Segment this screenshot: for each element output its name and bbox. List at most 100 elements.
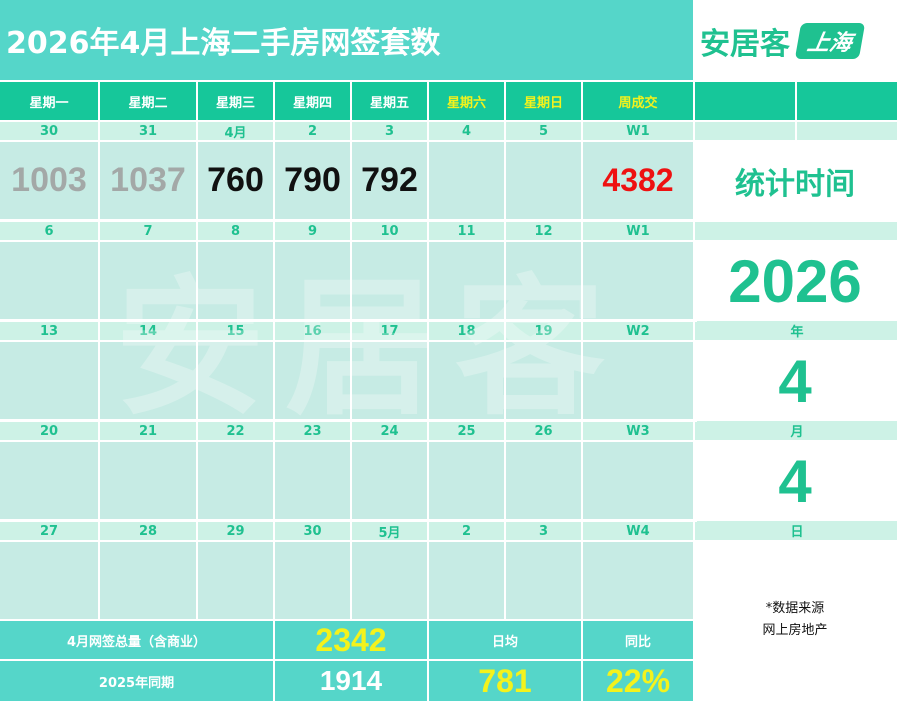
date-label: 14 (100, 322, 196, 340)
data-source-note: *数据来源 网上房地产 (700, 596, 890, 644)
date-label: 30 (275, 522, 350, 540)
day-cell: 1003 (0, 142, 98, 219)
right-date-strip (695, 222, 897, 240)
stats-year: 2026 (728, 247, 862, 315)
day-cell: 1037 (100, 142, 196, 219)
date-label: 3 (506, 522, 581, 540)
date-label: 15 (198, 322, 273, 340)
date-label: 6 (0, 222, 98, 240)
day-cell (429, 142, 504, 219)
day-cell (0, 342, 98, 419)
day-cell (100, 442, 196, 519)
date-label: 10 (352, 222, 427, 240)
day-cell (198, 242, 273, 319)
day-cell (100, 542, 196, 619)
logo-wordmark: 安居客 (700, 27, 790, 62)
week-total-cell (583, 542, 693, 619)
day-cell: 760 (198, 142, 273, 219)
week-label: W4 (583, 522, 693, 540)
date-label: 4 (429, 122, 504, 140)
daily-average-label: 日均 (429, 621, 581, 659)
date-label: 25 (429, 422, 504, 440)
week-total-header: 周成交 (583, 82, 693, 120)
stats-day-label: 日 (697, 521, 897, 540)
daily-signing-count: 760 (207, 161, 264, 199)
stats-day: 4 (778, 447, 812, 515)
source-line-1: *数据来源 (765, 601, 825, 616)
date-label: 26 (506, 422, 581, 440)
date-label: 7 (100, 222, 196, 240)
header-blank-2 (797, 82, 897, 120)
week-total-cell (583, 242, 693, 319)
date-label: 31 (100, 122, 196, 140)
day-cell (100, 242, 196, 319)
last-year-value: 1914 (275, 661, 427, 701)
day-cell (506, 542, 581, 619)
date-label: 9 (275, 222, 350, 240)
day-cell (0, 242, 98, 319)
weekday-header-6: 星期六 (429, 82, 504, 120)
date-label: 21 (100, 422, 196, 440)
week-total-cell (583, 442, 693, 519)
weekday-header-5: 星期五 (352, 82, 427, 120)
day-cell (429, 442, 504, 519)
monthly-total-label: 4月网签总量（含商业） (0, 621, 273, 659)
right-date-strip (695, 122, 795, 140)
date-label: 11 (429, 222, 504, 240)
date-label: 16 (275, 322, 350, 340)
day-cell (429, 342, 504, 419)
day-cell (352, 342, 427, 419)
day-cell (198, 342, 273, 419)
monthly-total-value: 2342 (275, 621, 427, 659)
week-total-cell (583, 342, 693, 419)
day-cell (0, 542, 98, 619)
week-label: W3 (583, 422, 693, 440)
day-cell (506, 442, 581, 519)
date-label: 27 (0, 522, 98, 540)
title-bar: 2026年4月上海二手房网签套数 (0, 0, 693, 80)
day-cell (429, 242, 504, 319)
day-cell (275, 442, 350, 519)
date-label: 19 (506, 322, 581, 340)
date-label: 20 (0, 422, 98, 440)
date-label: 17 (352, 322, 427, 340)
daily-signing-count: 1037 (110, 161, 186, 199)
date-label: 8 (198, 222, 273, 240)
date-label: 2 (429, 522, 504, 540)
date-label: 2 (275, 122, 350, 140)
date-label: 5月 (352, 522, 427, 541)
day-cell (506, 242, 581, 319)
day-cell (275, 542, 350, 619)
brand-logo: 安居客 上海 (700, 18, 890, 64)
day-cell (198, 542, 273, 619)
page-title: 2026年4月上海二手房网签套数 (6, 26, 441, 61)
last-year-label: 2025年同期 (0, 661, 273, 701)
week-label: W2 (583, 322, 693, 340)
date-label: 29 (198, 522, 273, 540)
day-cell (352, 242, 427, 319)
day-cell: 792 (352, 142, 427, 219)
day-cell (352, 542, 427, 619)
stats-year-label: 年 (697, 321, 897, 340)
daily-signing-count: 792 (361, 161, 418, 199)
day-cell (506, 342, 581, 419)
day-cell (198, 442, 273, 519)
week-total-cell: 4382 (583, 142, 693, 219)
date-label: 28 (100, 522, 196, 540)
stats-month: 4 (778, 347, 812, 415)
weekly-signing-total: 4382 (602, 162, 674, 198)
date-label: 23 (275, 422, 350, 440)
weekday-header-7: 星期日 (506, 82, 581, 120)
date-label: 30 (0, 122, 98, 140)
week-label: W1 (583, 222, 693, 240)
day-cell (100, 342, 196, 419)
date-label: 4月 (198, 122, 273, 141)
day-cell: 790 (275, 142, 350, 219)
date-label: 13 (0, 322, 98, 340)
yoy-value: 22% (583, 661, 693, 701)
logo-city-badge: 上海 (794, 23, 866, 59)
date-label: 22 (198, 422, 273, 440)
weekday-header-4: 星期四 (275, 82, 350, 120)
week-label: W1 (583, 122, 693, 140)
day-cell (506, 142, 581, 219)
